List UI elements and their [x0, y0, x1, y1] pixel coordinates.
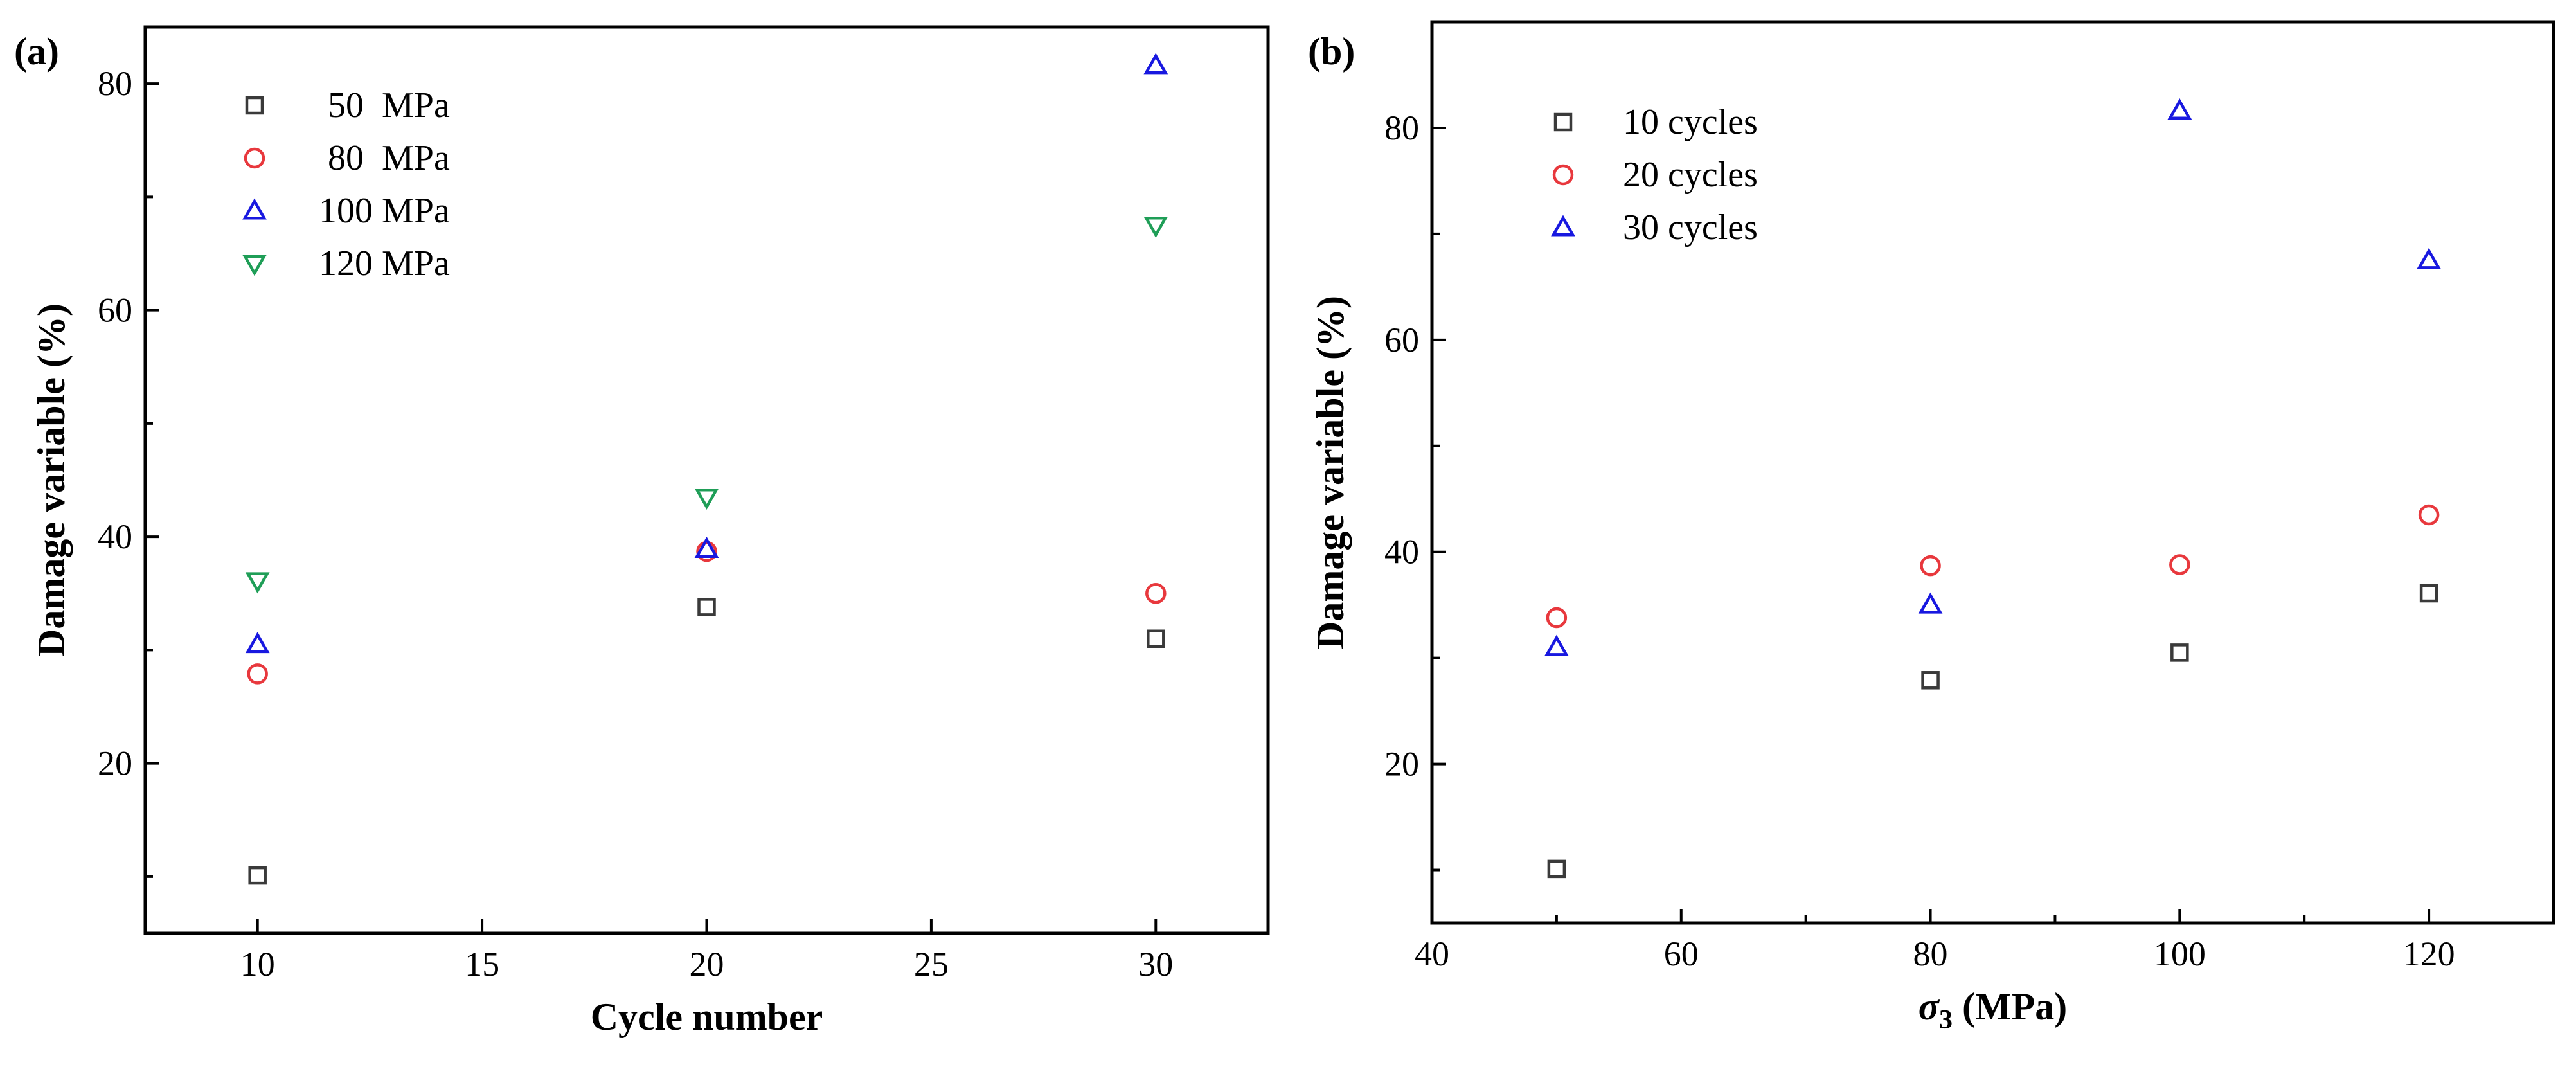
- y-tick-label: 40: [1384, 533, 1419, 571]
- plot-frame: [143, 25, 1270, 935]
- y-tick-label: 80: [98, 64, 132, 103]
- x-axis-title-unit: (MPa): [1953, 985, 2067, 1028]
- legend-label: 10 cycles: [1623, 102, 1758, 142]
- x-tick-label: 120: [2403, 935, 2455, 973]
- legend-marker: [1552, 164, 1574, 186]
- y-tick-label: 20: [98, 744, 132, 783]
- x-tick-label: 100: [2154, 935, 2206, 973]
- data-point: [694, 536, 719, 559]
- data-point: [1546, 607, 1568, 629]
- legend-marker: [242, 255, 267, 276]
- data-point: [1544, 634, 1569, 656]
- y-tick-label: 60: [98, 291, 132, 330]
- data-point: [2417, 247, 2441, 269]
- y-tick-label: 60: [1384, 321, 1419, 359]
- x-tick-label: 60: [1664, 935, 1699, 973]
- data-point: [245, 632, 270, 654]
- legend-label: 120 MPa: [319, 244, 450, 283]
- x-tick-label: 20: [690, 945, 724, 983]
- y-tick-label: 80: [1384, 109, 1419, 147]
- data-point: [697, 598, 716, 616]
- x-tick-label: 25: [914, 945, 949, 983]
- y-axis-title: Damage variable (%): [30, 303, 73, 657]
- panel-a: 10 15 20 25 30 20 40 60 80 Damage variable (%) Cyc…: [14, 25, 1270, 1038]
- legend-marker: [242, 198, 267, 220]
- legend-marker: [1551, 215, 1575, 237]
- x-axis-title-subscript: 3: [1939, 1005, 1953, 1035]
- data-point: [1920, 555, 1941, 577]
- data-point: [2169, 554, 2190, 575]
- data-point: [245, 572, 270, 594]
- legend-marker: [1553, 112, 1573, 132]
- data-point: [2418, 504, 2440, 526]
- x-tick-label: 40: [1415, 935, 1449, 973]
- panel-b: 40 60 80 100 120 20 40 60 80 Damage variable (%) σ…: [1308, 20, 2555, 1035]
- x-tick-label: 80: [1913, 935, 1948, 973]
- panel-label: (b): [1308, 30, 1355, 73]
- data-point: [2170, 643, 2189, 662]
- legend-label: 20 cycles: [1623, 155, 1758, 195]
- plot-frame: [1430, 20, 2555, 925]
- data-point: [2167, 98, 2192, 120]
- legend-label: 100 MPa: [319, 191, 450, 231]
- data-point: [1145, 583, 1167, 604]
- legend-marker: [244, 147, 265, 169]
- data-point: [248, 866, 267, 885]
- data-point: [1143, 216, 1168, 238]
- panel-label: (a): [14, 30, 59, 73]
- data-point: [1918, 592, 1943, 614]
- legend-label: 30 cycles: [1623, 208, 1758, 247]
- legend-label: 80 MPa: [319, 138, 450, 178]
- x-tick-label: 10: [240, 945, 275, 983]
- data-point: [1547, 859, 1566, 879]
- data-point: [1143, 53, 1168, 75]
- y-tick-label: 40: [98, 517, 132, 556]
- legend-label: 50 MPa: [319, 85, 450, 125]
- x-tick-label: 30: [1138, 945, 1173, 983]
- x-tick-label: 15: [465, 945, 499, 983]
- x-axis-title: σ3 (MPa): [1919, 985, 2068, 1035]
- legend-marker: [245, 96, 264, 115]
- data-point: [247, 663, 268, 685]
- x-axis-title: Cycle number: [591, 996, 823, 1038]
- data-point: [2419, 584, 2438, 603]
- data-point: [1921, 671, 1940, 690]
- y-axis-title: Damage variable (%): [1309, 296, 1352, 649]
- y-tick-label: 20: [1384, 745, 1419, 784]
- data-point: [694, 488, 719, 510]
- data-point: [1147, 629, 1165, 648]
- x-axis-title-symbol: σ: [1919, 985, 1940, 1028]
